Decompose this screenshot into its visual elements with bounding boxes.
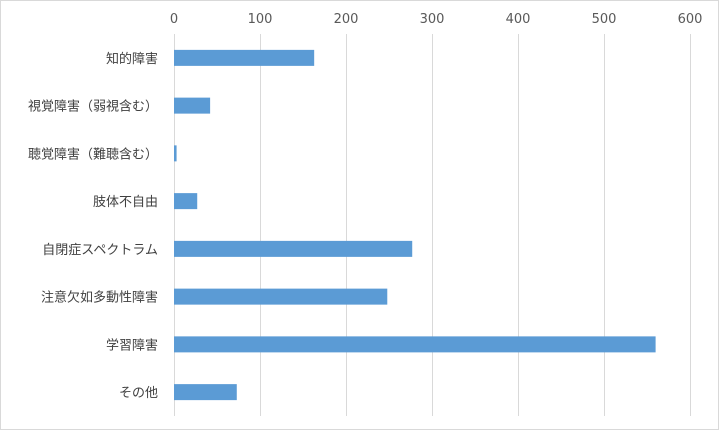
bar: [174, 288, 388, 305]
category-label: 聴覚障害（難聴含む）: [28, 146, 158, 162]
bar: [174, 97, 211, 114]
x-tick-label: 400: [506, 12, 531, 27]
x-axis: 0 100 200 300 400 500 600: [170, 12, 703, 27]
category-label: 自閉症スペクトラム: [42, 243, 158, 258]
bar: [174, 145, 177, 162]
x-tick-label: 300: [420, 12, 445, 27]
category-label: 知的障害: [106, 51, 158, 67]
category-label: その他: [119, 386, 158, 401]
category-label: 視覚障害（弱視含む）: [28, 99, 158, 115]
category-label: 注意欠如多動性障害: [41, 290, 158, 306]
category-label: 学習障害: [106, 337, 158, 353]
bars: [174, 49, 656, 401]
bar: [174, 384, 237, 401]
bar: [174, 240, 413, 257]
bar: [174, 336, 656, 353]
x-tick-label: 100: [248, 12, 273, 27]
gridlines: [174, 34, 691, 416]
x-tick-label: 500: [592, 12, 617, 27]
x-tick-label: 600: [678, 12, 703, 27]
bar: [174, 49, 315, 66]
category-label: 肢体不自由: [93, 194, 158, 210]
bar: [174, 193, 198, 210]
x-tick-label: 200: [334, 12, 359, 27]
x-tick-label: 0: [170, 12, 178, 27]
